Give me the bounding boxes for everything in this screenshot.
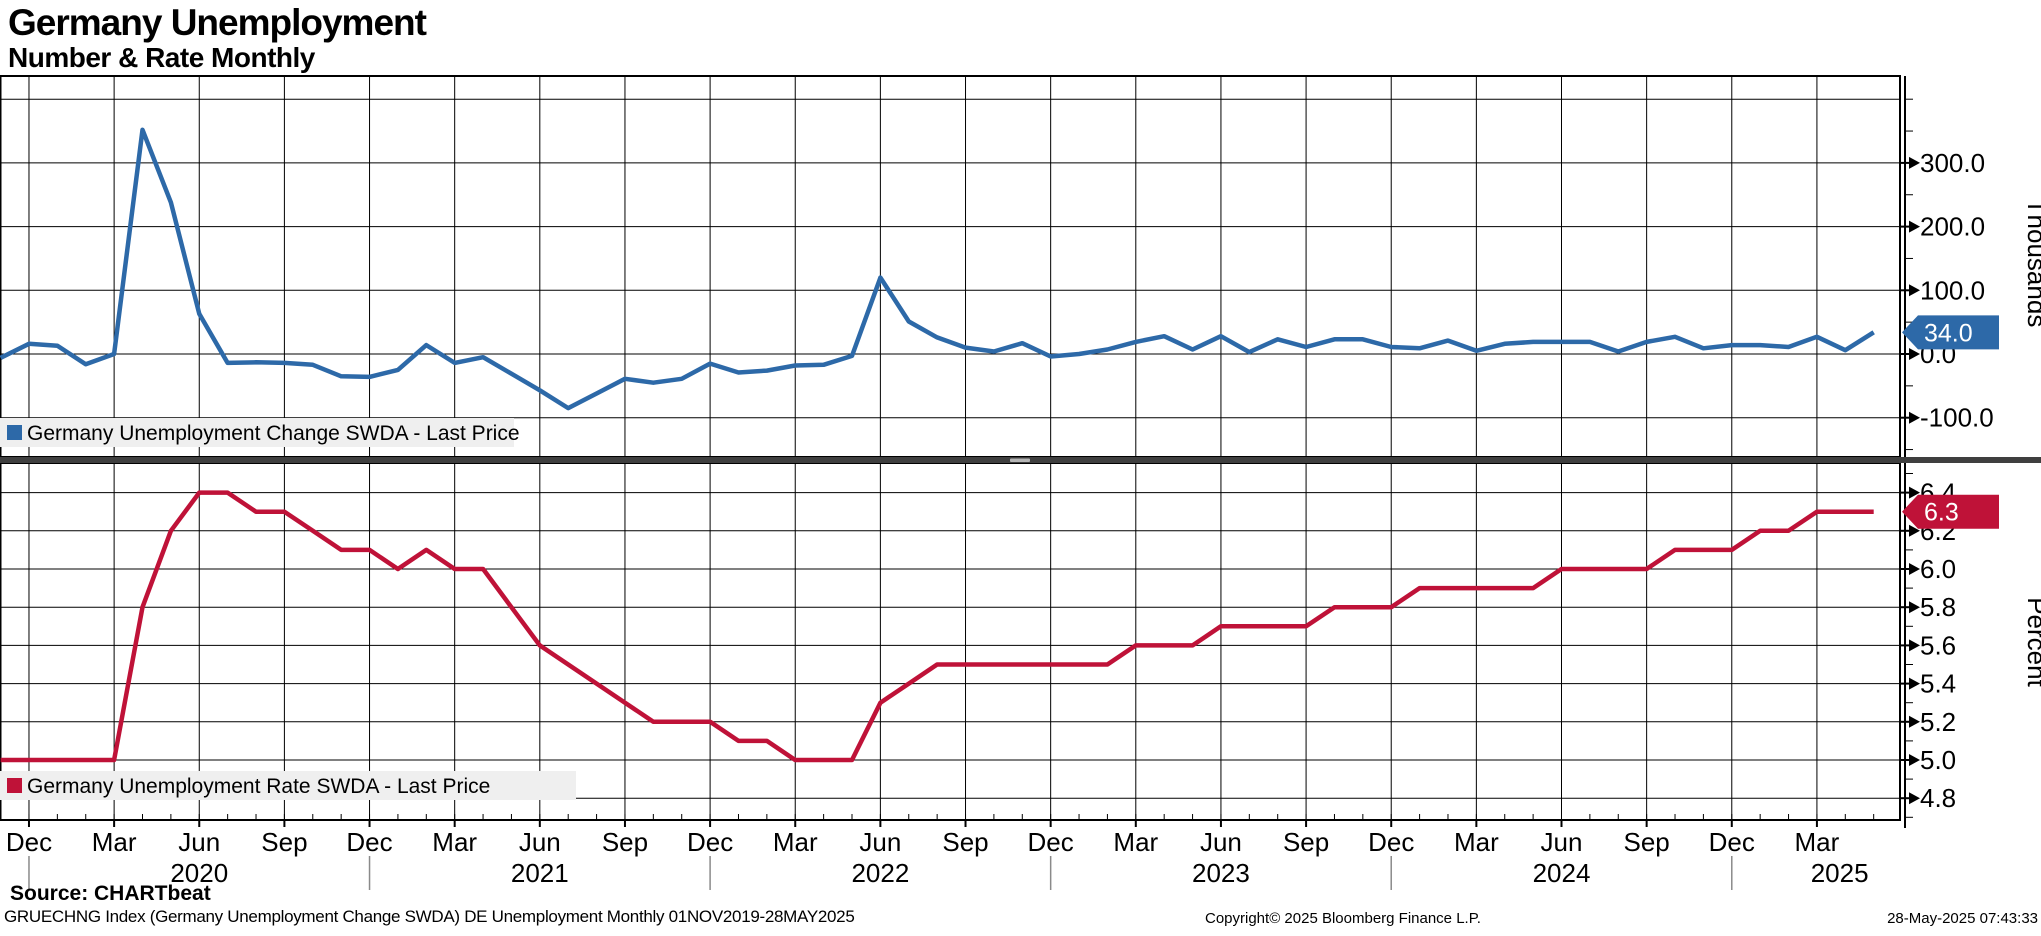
x-tick-month-label: Sep: [1283, 827, 1329, 857]
x-tick-month-label: Mar: [1454, 827, 1499, 857]
x-tick-month-label: Sep: [602, 827, 648, 857]
legend-change[interactable]: Germany Unemployment Change SWDA - Last …: [0, 418, 520, 447]
x-tick-year-label: 2020: [170, 858, 228, 888]
x-tick-month-label: Jun: [1200, 827, 1242, 857]
rate-series-line[interactable]: [0, 490, 1874, 763]
y-tick-label: 5.4: [1920, 669, 1956, 699]
timestamp-label: 28-May-2025 07:43:33: [1887, 910, 2038, 927]
x-tick-month-label: Dec: [6, 827, 52, 857]
x-tick-month-label: Dec: [346, 827, 392, 857]
axis-title-thousands: Thousands: [2022, 199, 2041, 328]
x-tick-month-label: Mar: [1113, 827, 1158, 857]
source-label: Source: CHARTbeat: [10, 882, 211, 905]
copyright-label: Copyright© 2025 Bloomberg Finance L.P.: [1205, 910, 1481, 927]
x-tick-month-label: Jun: [859, 827, 901, 857]
y-tick-label: 5.0: [1920, 745, 1956, 775]
last-value-badge-rate-label: 6.3: [1924, 499, 1959, 527]
last-value-badge-rate: [1902, 494, 1999, 529]
page-title: Germany Unemployment: [8, 2, 427, 43]
last-value-badge-change: [1902, 315, 1999, 350]
axis-title-percent: Percent: [2022, 597, 2041, 687]
x-tick-year-label: 2023: [1192, 858, 1250, 888]
x-tick-month-label: Sep: [942, 827, 988, 857]
change-series-line[interactable]: [0, 127, 1875, 411]
x-tick-year-label: 2025: [1811, 858, 1869, 888]
panel-divider: [0, 457, 2041, 463]
legend-change-swatch-icon: [7, 425, 22, 440]
page-subtitle: Number & Rate Monthly: [8, 42, 315, 73]
y-tick-label: 5.8: [1920, 592, 1956, 622]
y-tick-label: 4.8: [1920, 783, 1956, 813]
x-tick-month-label: Jun: [178, 827, 220, 857]
x-tick-month-label: Mar: [432, 827, 477, 857]
legend-rate-label: Germany Unemployment Rate SWDA - Last Pr…: [27, 775, 490, 798]
x-tick-month-label: Mar: [1795, 827, 1840, 857]
x-tick-month-label: Dec: [687, 827, 733, 857]
x-tick-month-label: Sep: [261, 827, 307, 857]
x-tick-month-label: Mar: [92, 827, 137, 857]
x-tick-month-label: Jun: [1541, 827, 1583, 857]
chart-generated-layer: 300.0200.0100.00.0-100.06.46.26.05.85.65…: [0, 75, 1999, 890]
x-tick-year-label: 2022: [851, 858, 909, 888]
x-tick-month-label: Jun: [519, 827, 561, 857]
y-tick-label: 100.0: [1920, 275, 1985, 305]
x-tick-month-label: Mar: [773, 827, 818, 857]
y-tick-label: 200.0: [1920, 212, 1985, 242]
legend-rate-swatch-icon: [7, 778, 22, 793]
legend-rate[interactable]: Germany Unemployment Rate SWDA - Last Pr…: [0, 771, 576, 800]
x-tick-month-label: Dec: [1368, 827, 1414, 857]
x-tick-year-label: 2024: [1533, 858, 1591, 888]
x-tick-month-label: Sep: [1624, 827, 1670, 857]
ticker-description: GRUECHNG Index (Germany Unemployment Cha…: [4, 907, 855, 926]
y-tick-label: 5.6: [1920, 630, 1956, 660]
last-value-badge-change-label: 34.0: [1924, 319, 1973, 347]
y-tick-label: 300.0: [1920, 148, 1985, 178]
y-tick-label: 6.0: [1920, 554, 1956, 584]
y-tick-label: -100.0: [1920, 403, 1994, 433]
divider-drag-handle[interactable]: [1010, 458, 1030, 463]
y-tick-label: 5.2: [1920, 707, 1956, 737]
x-tick-month-label: Dec: [1709, 827, 1755, 857]
x-tick-month-label: Dec: [1028, 827, 1074, 857]
x-tick-year-label: 2021: [511, 858, 569, 888]
legend-change-label: Germany Unemployment Change SWDA - Last …: [27, 422, 520, 445]
